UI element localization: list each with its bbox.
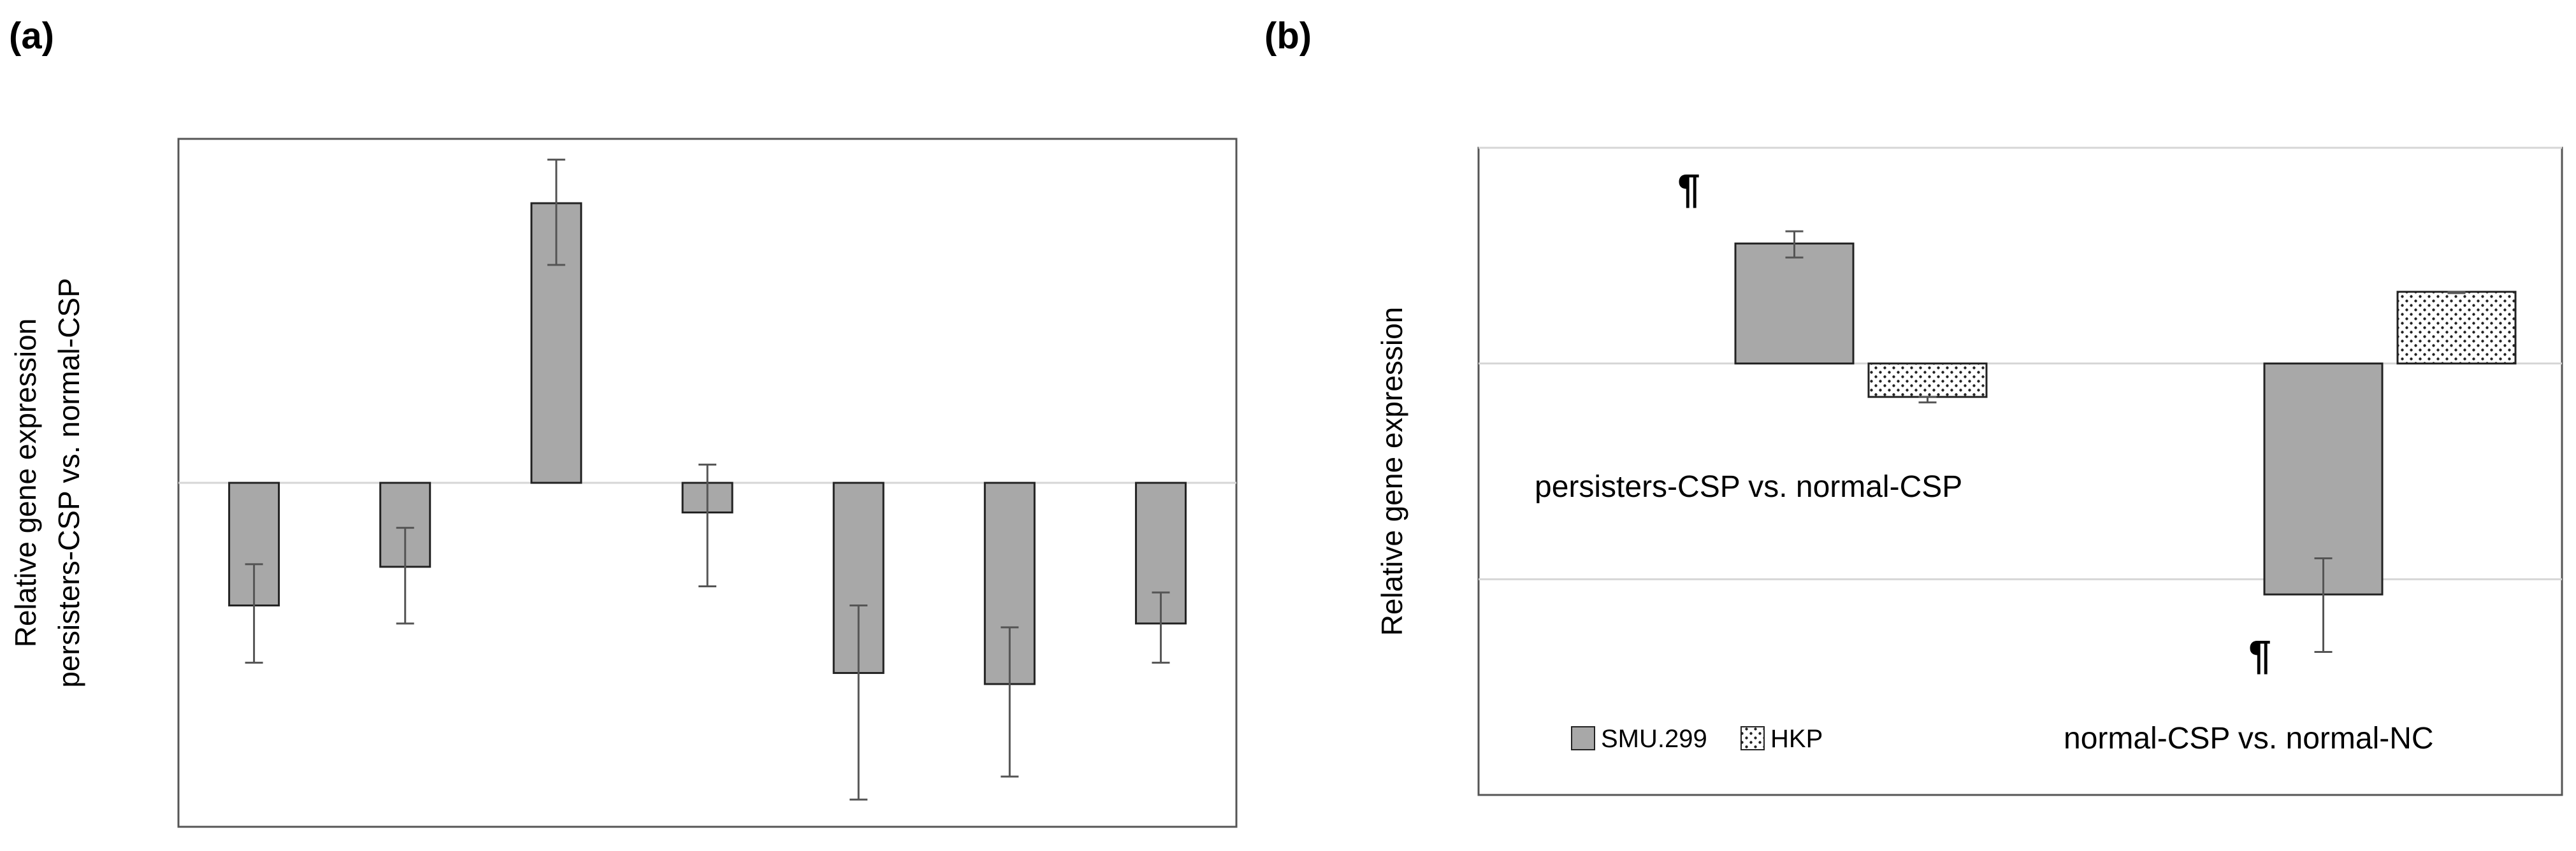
panel-b-label: (b)	[1264, 15, 1312, 57]
group-label-normal: normal-CSP vs. normal-NC	[2064, 722, 2434, 755]
bar-hkp-group2	[2396, 290, 2517, 365]
legend-swatch-hkp	[1740, 726, 1765, 750]
y-axis-label-a-line1: Relative gene expression	[9, 318, 42, 648]
legend-label-hkp: HKP	[1770, 725, 1823, 753]
bar-smu299-group1	[1734, 242, 1855, 365]
bar-smu299-group2	[2263, 362, 2384, 596]
panel-a-label: (a)	[9, 15, 54, 57]
legend-label-smu299: SMU.299	[1601, 725, 1707, 753]
y-axis-label-a-line2: persisters-CSP vs. normal-CSP	[52, 278, 85, 687]
significance-marker-normal: ¶	[2248, 632, 2271, 678]
legend-swatch-smu299	[1571, 726, 1595, 750]
chart-panel-b: (b) Relative gene expression persisters-…	[1264, 15, 2563, 796]
chart-panel-a: (a) Relative gene expression persisters-…	[9, 15, 1238, 828]
y-axis-label-b: Relative gene expression	[1375, 307, 1408, 636]
legend-b: SMU.299 HKP	[1571, 725, 1823, 753]
group-label-persisters: persisters-CSP vs. normal-CSP	[1535, 470, 1962, 504]
bar-hkp-group1	[1867, 362, 1988, 398]
significance-marker-persisters: ¶	[1677, 166, 1700, 211]
